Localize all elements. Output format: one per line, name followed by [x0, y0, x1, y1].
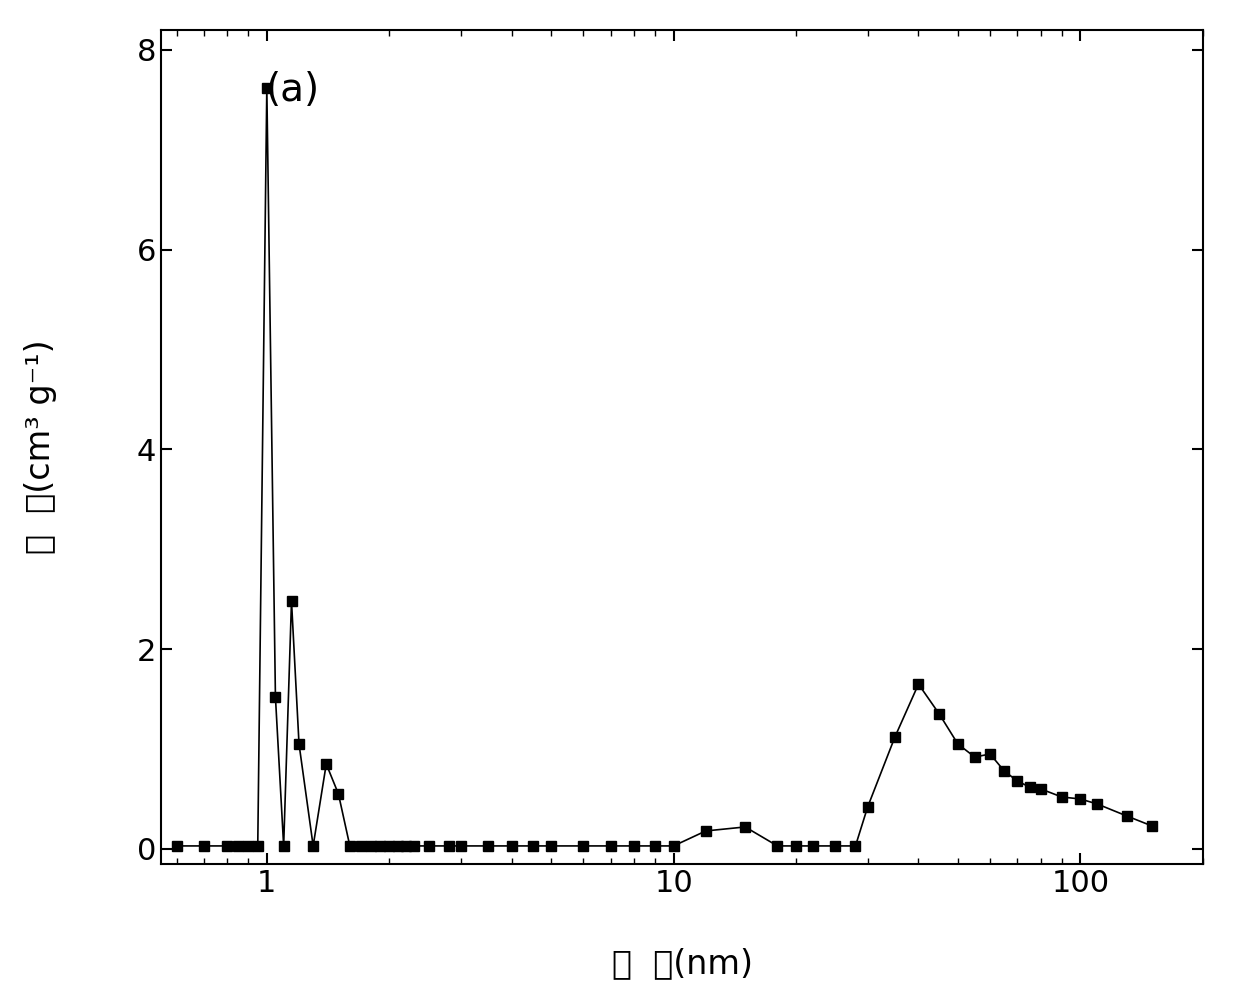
X-axis label: 孔  径(nm): 孔 径(nm) — [611, 947, 753, 980]
Text: (a): (a) — [265, 71, 320, 109]
Y-axis label: 孔  容(cm³ g⁻¹): 孔 容(cm³ g⁻¹) — [24, 340, 57, 554]
